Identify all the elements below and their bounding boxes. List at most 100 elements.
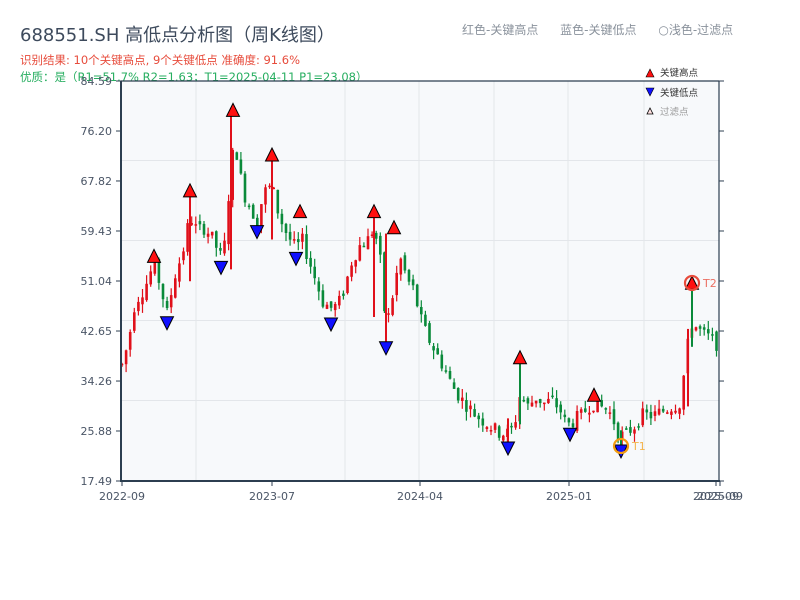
candle-up xyxy=(547,398,550,404)
key-low-marker xyxy=(249,225,265,240)
key-high-marker xyxy=(292,203,308,219)
candle-up xyxy=(370,234,374,236)
candle-down xyxy=(342,293,345,296)
y-tick-label: 42.65 xyxy=(81,325,113,338)
candle-up xyxy=(174,278,177,298)
candle-up xyxy=(124,350,128,365)
x-tick-label: 2023-07 xyxy=(249,490,295,503)
key-high-marker xyxy=(586,387,602,402)
t1-label: T1 xyxy=(631,440,646,453)
candle-down xyxy=(649,412,653,419)
candle-down xyxy=(616,422,620,441)
candle-down xyxy=(538,399,542,404)
axes: 17.49 25.88 34.26 42.65 51.04 59.43 67.82 76.20… xyxy=(81,75,743,503)
candle-up xyxy=(268,185,271,188)
candle-up xyxy=(596,398,599,413)
t2-ring xyxy=(683,274,701,292)
candle-up xyxy=(182,251,185,261)
candle-up xyxy=(657,408,661,415)
candle-down xyxy=(383,252,386,312)
candle-up xyxy=(190,223,193,225)
key-point-markers: T1 T2 xyxy=(146,102,717,460)
x-tick-label: 2024-04 xyxy=(397,490,443,503)
candle-down xyxy=(161,283,165,300)
key-high-marker xyxy=(225,102,241,117)
candle-down xyxy=(379,235,382,255)
candle-down xyxy=(522,399,526,402)
candle-down xyxy=(276,189,280,214)
candle-down xyxy=(251,204,255,219)
candle-down xyxy=(374,232,378,239)
x-tick-label: 2025-09 xyxy=(693,490,739,503)
candle-down xyxy=(157,258,161,283)
candle-up xyxy=(358,245,362,261)
candle-down xyxy=(420,307,423,315)
candle-down xyxy=(452,382,456,389)
key-high-marker xyxy=(182,182,198,198)
candle-up xyxy=(485,427,489,429)
legend-red-text: 红色-关键高点 xyxy=(462,23,539,37)
candle-up xyxy=(575,411,579,431)
legend-high-label: 关键高点 xyxy=(660,67,699,79)
candle-up xyxy=(206,233,210,237)
candle-up xyxy=(350,265,353,277)
key-high-marker xyxy=(512,349,528,365)
candle-down xyxy=(215,231,218,248)
y-tick-label: 76.20 xyxy=(81,125,113,138)
y-tick-label: 84.59 xyxy=(81,75,113,88)
candle-down xyxy=(600,400,603,407)
candle-down xyxy=(637,426,640,428)
candle-down xyxy=(317,281,321,292)
candle-down xyxy=(698,326,702,329)
candle-down xyxy=(432,346,435,351)
candle-down xyxy=(702,327,706,330)
candle-up xyxy=(137,301,140,312)
candle-down xyxy=(202,223,206,235)
candle-up xyxy=(666,412,669,414)
candle-down xyxy=(707,329,710,334)
candle-down xyxy=(329,301,333,308)
candle-up xyxy=(338,295,341,306)
candle-down xyxy=(473,409,476,417)
candle-up xyxy=(633,429,636,434)
candle-up xyxy=(674,410,677,413)
x-tick-label: 2025-01 xyxy=(546,490,592,503)
key-low-marker xyxy=(159,316,175,331)
candle-up xyxy=(682,375,685,410)
candle-up xyxy=(272,187,275,190)
candle-down xyxy=(411,279,415,286)
candle-down xyxy=(407,270,411,282)
candle-down xyxy=(645,409,649,413)
key-low-marker xyxy=(323,317,339,333)
y-tick-label: 67.82 xyxy=(81,175,113,188)
candle-down xyxy=(584,408,587,412)
key-low-marker xyxy=(213,260,229,276)
candle-down xyxy=(239,159,243,174)
key-low-marker xyxy=(288,251,304,267)
candle-up xyxy=(653,411,657,416)
candle-up xyxy=(333,304,337,311)
candle-up xyxy=(178,263,181,282)
key-low-marker xyxy=(562,427,578,443)
candle-up xyxy=(264,187,267,205)
candle-up xyxy=(395,272,398,296)
candle-up xyxy=(186,223,189,252)
candle-down xyxy=(711,334,714,336)
candle-down xyxy=(362,245,366,248)
candle-down xyxy=(219,248,222,251)
result-summary: 识别结果: 10个关键高点, 9个关键低点 准确度: 91.6% xyxy=(20,53,301,67)
candles xyxy=(120,114,718,449)
candle-down xyxy=(436,348,439,355)
candle-down xyxy=(428,323,431,343)
candle-up xyxy=(149,271,152,285)
candle-down xyxy=(661,408,665,412)
candle-up xyxy=(670,411,673,415)
candle-down xyxy=(456,388,460,401)
candle-down xyxy=(415,284,419,307)
candle-down xyxy=(256,217,259,227)
candle-up xyxy=(387,313,390,315)
candle-down xyxy=(440,354,444,369)
t1-ring xyxy=(612,437,630,455)
candle-up xyxy=(461,397,464,401)
